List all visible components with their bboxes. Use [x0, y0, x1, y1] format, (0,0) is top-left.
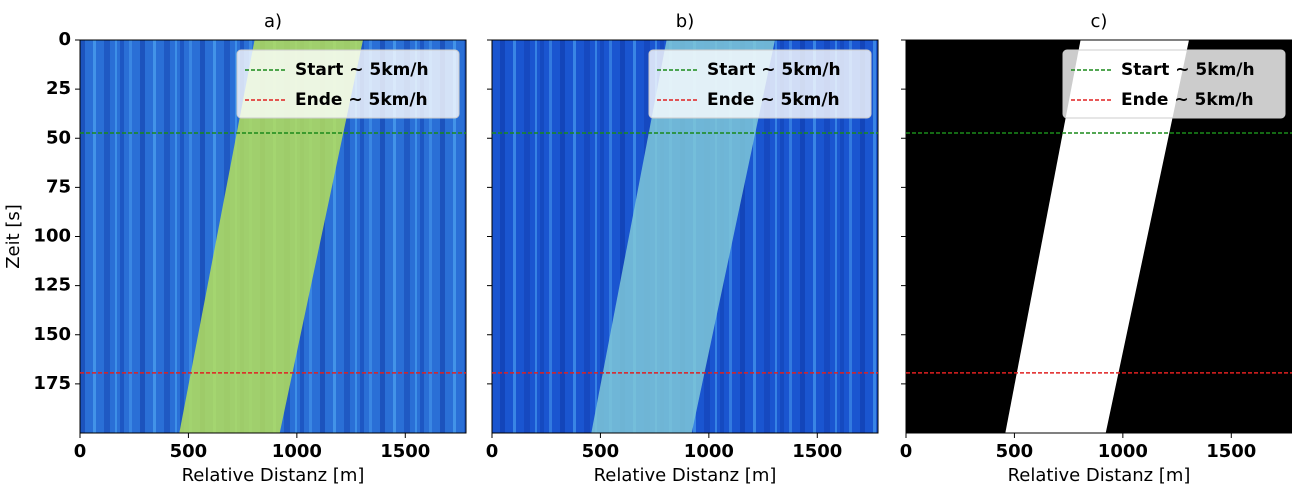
x-tick-label: 0	[486, 441, 499, 462]
x-axis-label: Relative Distanz [m]	[182, 465, 365, 486]
x-tick-label: 1000	[272, 441, 322, 462]
x-tick-label: 500	[582, 441, 620, 462]
y-tick-label: 150	[33, 324, 71, 345]
x-tick-label: 500	[170, 441, 208, 462]
legend-label: Ende ~ 5km/h	[295, 90, 428, 110]
x-tick-label: 1500	[1206, 441, 1256, 462]
x-axis-label: Relative Distanz [m]	[1008, 465, 1191, 486]
y-tick-label: 125	[33, 275, 71, 296]
band	[1005, 40, 1189, 433]
x-tick-label: 1500	[380, 441, 430, 462]
legend-label: Start ~ 5km/h	[1121, 60, 1255, 80]
band	[591, 40, 775, 433]
band	[179, 40, 363, 433]
x-axis-label: Relative Distanz [m]	[594, 465, 777, 486]
x-tick-label: 0	[900, 441, 913, 462]
panel-title: c)	[1091, 11, 1108, 32]
y-tick-label: 25	[46, 78, 71, 99]
panel-title: b)	[676, 11, 694, 32]
legend-label: Ende ~ 5km/h	[1121, 90, 1254, 110]
x-tick-label: 0	[74, 441, 87, 462]
y-tick-label: 100	[33, 226, 71, 247]
legend-box	[648, 49, 872, 119]
x-tick-label: 500	[996, 441, 1034, 462]
legend-label: Start ~ 5km/h	[707, 60, 841, 80]
y-tick-label: 175	[33, 373, 71, 394]
legend-box	[1062, 49, 1286, 119]
legend-label: Ende ~ 5km/h	[707, 90, 840, 110]
legend-label: Start ~ 5km/h	[295, 60, 429, 80]
y-tick-label: 75	[46, 176, 71, 197]
x-tick-label: 1000	[1098, 441, 1148, 462]
y-tick-label: 0	[58, 29, 71, 50]
x-tick-label: 1000	[684, 441, 734, 462]
y-axis-label: Zeit [s]	[3, 204, 24, 269]
panel-title: a)	[264, 11, 282, 32]
x-tick-label: 1500	[792, 441, 842, 462]
legend-box	[236, 49, 460, 119]
y-tick-label: 50	[46, 127, 71, 148]
